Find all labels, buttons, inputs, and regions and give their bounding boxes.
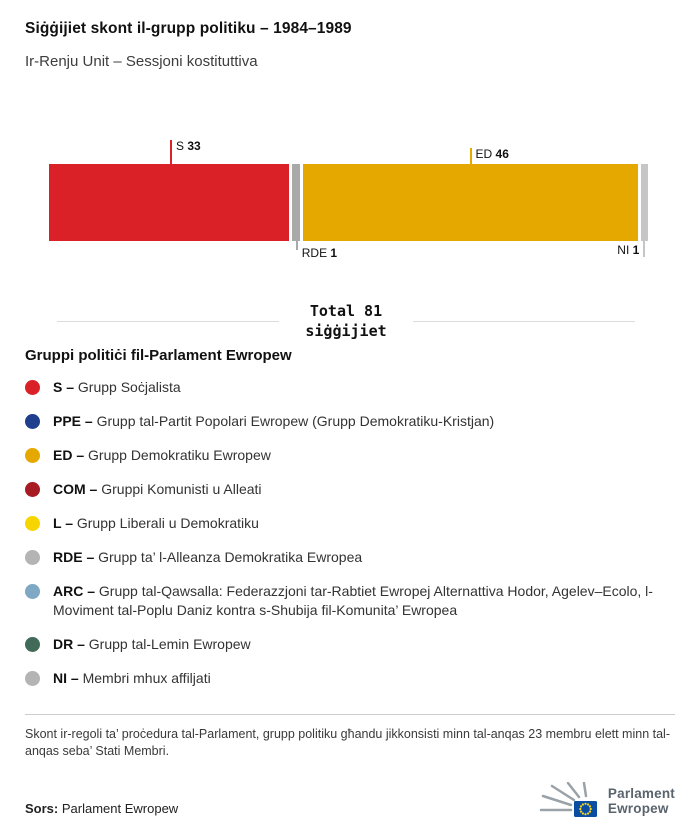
- group-color-dot: [25, 584, 40, 599]
- legend-item-label: PPE – Grupp tal-Partit Popolari Ewropew …: [53, 413, 495, 429]
- group-color-dot: [25, 482, 40, 497]
- annotation-tick-ni: [643, 241, 646, 257]
- annotation-label-ni: NI 1: [617, 243, 640, 257]
- source-line: Sors: Parlament Ewropew: [25, 801, 178, 820]
- seats-chart: S 33 ED 46 RDE 1 NI 1: [49, 138, 648, 271]
- footer: Sors: Parlament Ewropew: [25, 782, 675, 820]
- ep-hemicycle-icon: [539, 782, 597, 817]
- legend-item-label: RDE – Grupp ta’ l-Alleanza Demokratika E…: [53, 549, 363, 565]
- group-color-dot: [25, 380, 40, 395]
- source-label: Sors:: [25, 801, 59, 816]
- annotation-tick-ed: [469, 148, 472, 164]
- ep-logo-line1: Parlament: [607, 786, 675, 801]
- legend-item-label: ED – Grupp Demokratiku Ewropew: [53, 447, 271, 463]
- ep-logo-text: Parlament Ewropew: [608, 786, 675, 816]
- footnote: Skont ir-regoli ta’ proċedura tal-Parlam…: [25, 714, 675, 760]
- legend-item-rde: RDE – Grupp ta’ l-Alleanza Demokratika E…: [25, 548, 675, 567]
- page-title: Siġġijiet skont il-grupp politiku – 1984…: [25, 20, 352, 37]
- legend-item-ni: NI – Membri mhux affiljati: [25, 669, 675, 688]
- bar-segment-rde[interactable]: [292, 164, 300, 241]
- legend-item-com: COM – Gruppi Komunisti u Alleati: [25, 480, 675, 499]
- group-color-dot: [25, 550, 40, 565]
- annotation-label-s: S 33: [176, 139, 201, 153]
- bar-segment-s[interactable]: [49, 164, 290, 241]
- legend-item-l: L – Grupp Liberali u Demokratiku: [25, 514, 675, 533]
- total-label-line2: siġġijiet: [305, 322, 387, 340]
- bar-segment-ni[interactable]: [640, 164, 648, 241]
- eu-flag-icon: [573, 801, 597, 817]
- page-subtitle: Ir-Renju Unit – Sessjoni kostituttiva: [25, 53, 258, 70]
- annotation-label-rde: RDE 1: [301, 246, 338, 260]
- legend-item-label: S – Grupp Soċjalista: [53, 379, 181, 395]
- divider-rule-right: [412, 320, 635, 322]
- annotations-below: RDE 1 NI 1: [49, 241, 648, 271]
- total-divider: Total 81 siġġijiet: [57, 301, 635, 341]
- legend-item-label: ARC – Grupp tal-Qawsalla: Federazzjoni t…: [53, 583, 653, 618]
- legend-item-label: DR – Grupp tal-Lemin Ewropew: [53, 636, 251, 652]
- total-label: Total 81 siġġijiet: [279, 301, 412, 341]
- group-color-dot: [25, 516, 40, 531]
- page: Siġġijiet skont il-grupp politiku – 1984…: [25, 20, 675, 820]
- legend-title: Gruppi politiċi fil-Parlament Ewropew: [25, 347, 292, 364]
- ep-logo: Parlament Ewropew: [538, 782, 675, 820]
- legend-item-label: COM – Gruppi Komunisti u Alleati: [53, 481, 262, 497]
- legend-item-label: NI – Membri mhux affiljati: [53, 670, 211, 686]
- legend-item-ppe: PPE – Grupp tal-Partit Popolari Ewropew …: [25, 412, 675, 431]
- legend-item-ed: ED – Grupp Demokratiku Ewropew: [25, 446, 675, 465]
- total-label-line1: Total 81: [309, 302, 383, 320]
- group-color-dot: [25, 671, 40, 686]
- ep-logo-line2: Ewropew: [607, 801, 669, 816]
- legend-item-arc: ARC – Grupp tal-Qawsalla: Federazzjoni t…: [25, 582, 675, 620]
- stacked-bar: [49, 164, 648, 241]
- group-color-dot: [25, 448, 40, 463]
- group-color-dot: [25, 414, 40, 429]
- legend-item-dr: DR – Grupp tal-Lemin Ewropew: [25, 635, 675, 654]
- source-value: Parlament Ewropew: [61, 801, 179, 816]
- group-color-dot: [25, 637, 40, 652]
- divider-rule-left: [57, 320, 280, 322]
- annotation-label-ed: ED 46: [475, 147, 509, 161]
- legend-item-label: L – Grupp Liberali u Demokratiku: [53, 515, 259, 531]
- legend-item-s: S – Grupp Soċjalista: [25, 378, 675, 397]
- bar-segment-ed[interactable]: [302, 164, 638, 241]
- annotations-above: S 33 ED 46: [49, 138, 648, 164]
- legend-list: S – Grupp Soċjalista PPE – Grupp tal-Part…: [25, 378, 675, 688]
- annotation-tick-rde: [295, 241, 298, 250]
- annotation-tick-s: [170, 140, 173, 164]
